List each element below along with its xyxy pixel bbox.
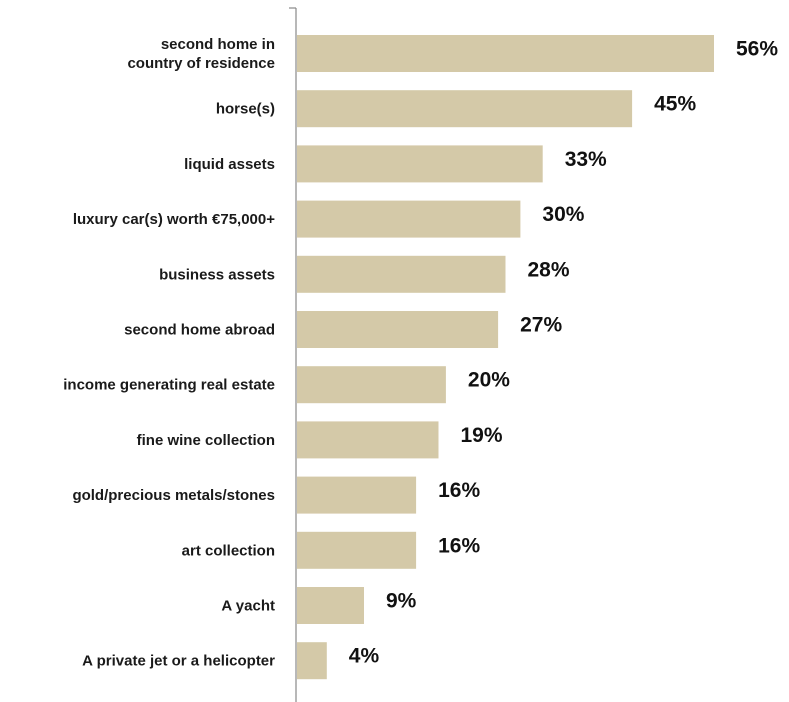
category-label: horse(s) <box>216 101 275 118</box>
value-labels: 56% 45% 33% 30% 28% 27% 20% 19% 16% 16% 9% 4% <box>349 38 779 668</box>
category-label-line: A private jet or a helicopter <box>82 653 275 670</box>
category-label-line: business assets <box>159 266 275 283</box>
category-label-line: luxury car(s) worth €75,000+ <box>73 211 275 228</box>
bar <box>297 366 446 404</box>
bar <box>297 587 364 624</box>
category-label: liquid assets <box>184 156 275 173</box>
category-label: art collection <box>182 542 275 559</box>
category-label-line: second home abroad <box>124 322 275 339</box>
bar <box>297 145 543 183</box>
bar <box>297 90 633 128</box>
category-labels: second home in country of residence horse(… <box>63 36 275 670</box>
category-label: second home in country of residence <box>127 36 275 72</box>
category-label: luxury car(s) worth €75,000+ <box>73 211 275 228</box>
category-label: income generating real estate <box>63 377 275 394</box>
bars-layer <box>297 35 714 680</box>
bar <box>297 200 521 238</box>
category-label-line: liquid assets <box>184 156 275 173</box>
category-label-line: gold/precious metals/stones <box>72 487 275 504</box>
category-label-line: country of residence <box>127 55 275 72</box>
category-label-line: fine wine collection <box>137 432 275 449</box>
category-label: business assets <box>159 266 275 283</box>
value-label: 27% <box>520 314 562 337</box>
value-label: 20% <box>468 369 510 392</box>
category-label-line: second home in <box>161 36 275 53</box>
value-label: 19% <box>461 424 503 447</box>
value-label: 16% <box>438 534 480 557</box>
bar <box>297 642 327 680</box>
category-label-line: art collection <box>182 542 275 559</box>
value-label: 4% <box>349 645 380 668</box>
category-label: gold/precious metals/stones <box>72 487 275 504</box>
bar <box>297 421 439 459</box>
bar <box>297 531 417 569</box>
category-label-line: income generating real estate <box>63 377 275 394</box>
category-label: A private jet or a helicopter <box>82 653 275 670</box>
value-label: 56% <box>736 38 778 61</box>
category-label: A yacht <box>221 598 275 615</box>
bar <box>297 311 499 348</box>
category-label: fine wine collection <box>137 432 275 449</box>
value-label: 33% <box>565 148 607 171</box>
category-label-line: horse(s) <box>216 101 275 118</box>
value-label: 45% <box>654 93 696 116</box>
category-label-line: A yacht <box>221 598 275 615</box>
bar <box>297 476 417 514</box>
value-label: 9% <box>386 590 417 613</box>
value-label: 30% <box>542 203 584 226</box>
value-label: 28% <box>528 258 570 281</box>
category-label: second home abroad <box>124 322 275 339</box>
bar <box>297 35 714 72</box>
bar <box>297 255 506 293</box>
value-label: 16% <box>438 479 480 502</box>
